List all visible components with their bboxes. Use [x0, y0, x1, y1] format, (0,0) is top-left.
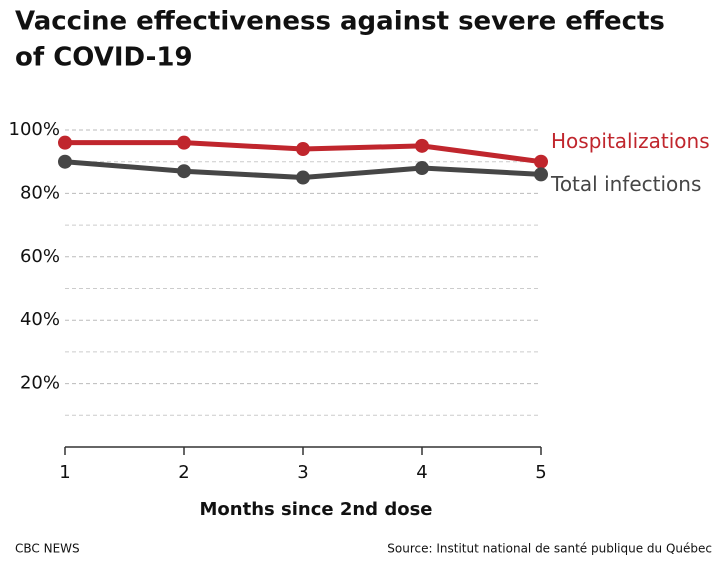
data-point — [58, 154, 72, 169]
chart-title-line2: of COVID-19 — [15, 43, 193, 73]
data-point — [415, 138, 429, 153]
y-tick-label: 60% — [20, 246, 60, 267]
y-tick-label: 100% — [9, 119, 60, 140]
chart-title-line1: Vaccine effectiveness against severe eff… — [15, 7, 665, 37]
x-axis-title: Months since 2nd dose — [200, 499, 433, 520]
data-point — [534, 167, 548, 182]
x-tick-label: 3 — [297, 462, 308, 483]
y-tick-label: 80% — [20, 182, 60, 203]
data-point — [296, 170, 310, 185]
x-tick-label: 1 — [59, 462, 70, 483]
series-label: Hospitalizations — [551, 129, 710, 153]
data-point — [415, 161, 429, 176]
credit: CBC NEWS — [15, 542, 80, 556]
series-label: Total infections — [550, 172, 701, 196]
y-tick-label: 20% — [20, 373, 60, 394]
data-point — [296, 142, 310, 157]
x-tick-label: 5 — [535, 462, 546, 483]
source: Source: Institut national de santé publi… — [387, 542, 712, 556]
data-point — [177, 164, 191, 179]
x-tick-label: 2 — [178, 462, 189, 483]
data-point — [534, 154, 548, 169]
x-tick-label: 4 — [416, 462, 427, 483]
data-point — [177, 135, 191, 150]
y-tick-label: 40% — [20, 309, 60, 330]
data-point — [58, 135, 72, 150]
